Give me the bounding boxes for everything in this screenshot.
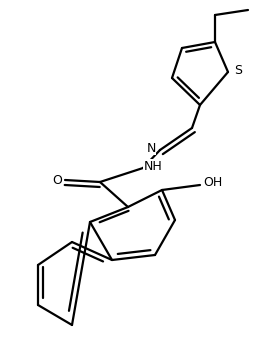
Text: NH: NH xyxy=(144,159,162,172)
Text: N: N xyxy=(146,142,156,155)
Text: OH: OH xyxy=(203,176,223,189)
Text: O: O xyxy=(52,173,62,186)
Text: OH: OH xyxy=(203,176,223,189)
Text: S: S xyxy=(234,64,242,77)
Text: O: O xyxy=(52,173,62,186)
Text: NH: NH xyxy=(144,159,162,172)
Text: N: N xyxy=(146,142,156,155)
